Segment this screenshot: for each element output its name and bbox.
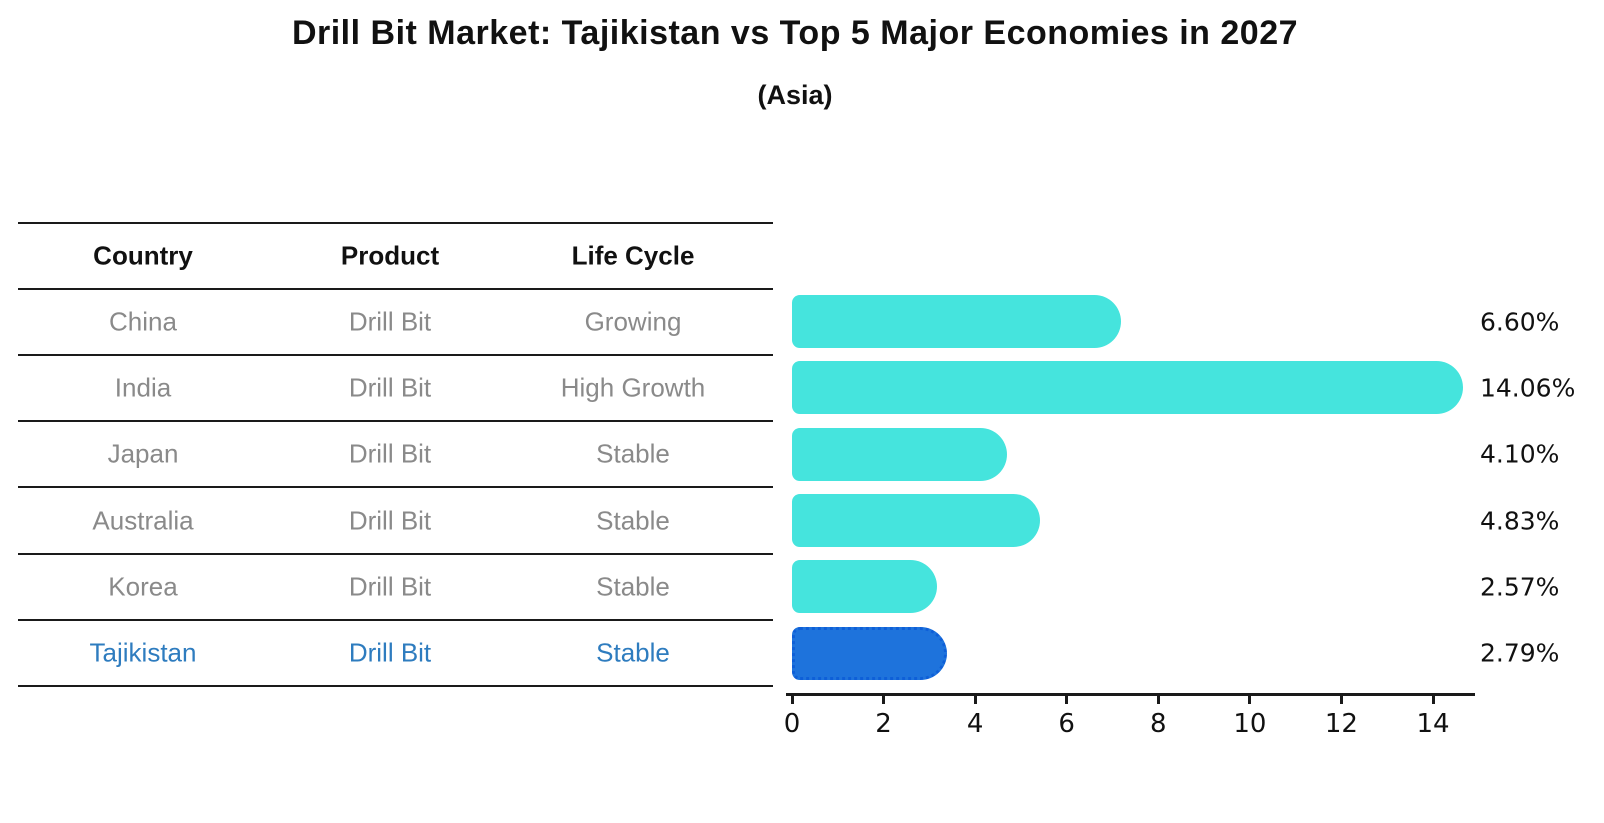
x-axis-tick-label: 10 [1233,709,1267,739]
cell-product: Drill Bit [348,438,432,469]
bar-australia [792,494,1041,548]
highlighted-bar-tajikistan [792,626,947,680]
cell-life-cycle: Stable [596,571,670,602]
x-axis-tick-label: 14 [1416,709,1450,739]
table-divider-line [18,486,773,489]
x-axis-tick [1431,695,1435,704]
cell-country: China [109,306,177,337]
table-divider-line [18,287,773,290]
table-divider-line [18,619,773,621]
cell-life-cycle: Stable [596,505,670,536]
cell-life-cycle: Stable [596,438,670,469]
cell-life-cycle: High Growth [560,372,706,403]
cell-country: Japan [107,438,179,469]
cell-product: Drill Bit [348,306,432,337]
x-axis-tick-label: 0 [783,709,801,739]
bar-korea [792,560,937,614]
bar-value-label: 14.06% [1480,373,1576,403]
cell-product: Drill Bit [348,372,432,403]
bar-value-label: 4.10% [1480,439,1560,469]
column-header-country: Country [93,240,193,271]
bar-value-label: 4.83% [1480,506,1560,536]
bar-japan [792,427,1007,481]
x-axis-tick-label: 6 [1058,709,1075,739]
cell-country: Korea [108,571,178,602]
column-header-product: Product [340,240,440,271]
bar-value-label: 6.60% [1480,307,1560,337]
bar-value-label: 2.79% [1480,638,1560,668]
x-axis-tick-label: 8 [1150,709,1167,739]
table-divider-line [18,353,773,356]
x-axis-tick [1248,695,1252,704]
bar-china [792,295,1122,349]
cell-country: Australia [92,505,194,536]
cell-product-highlighted: Drill Bit [348,637,432,668]
x-axis-tick-label: 2 [875,709,892,739]
x-axis-tick-label: 4 [966,709,984,739]
bar-india [792,361,1463,415]
cell-life-cycle: Growing [584,306,682,337]
x-axis-tick [1156,695,1160,704]
x-axis-tick [1339,695,1343,704]
x-axis-tick [882,695,886,704]
bar-value-label: 2.57% [1480,572,1560,602]
table-divider-line [18,685,773,688]
chart-subtitle: (Asia) [757,80,833,110]
column-header-life-cycle: Life Cycle [571,240,695,271]
chart-title: Drill Bit Market: Tajikistan vs Top 5 Ma… [291,14,1299,52]
cell-product: Drill Bit [348,571,432,602]
x-axis-tick [973,695,977,704]
x-axis-tick-label: 12 [1324,709,1358,739]
table-divider-line [18,420,773,423]
cell-country: India [114,372,172,403]
x-axis-tick [790,695,794,704]
x-axis-tick [1065,695,1069,704]
cell-life-cycle-highlighted: Stable [596,637,670,668]
cell-country-highlighted: Tajikistan [89,637,197,668]
table-divider-line [18,552,773,555]
table-divider-line [18,222,773,224]
cell-product: Drill Bit [348,505,432,536]
x-axis-line [786,693,1475,696]
